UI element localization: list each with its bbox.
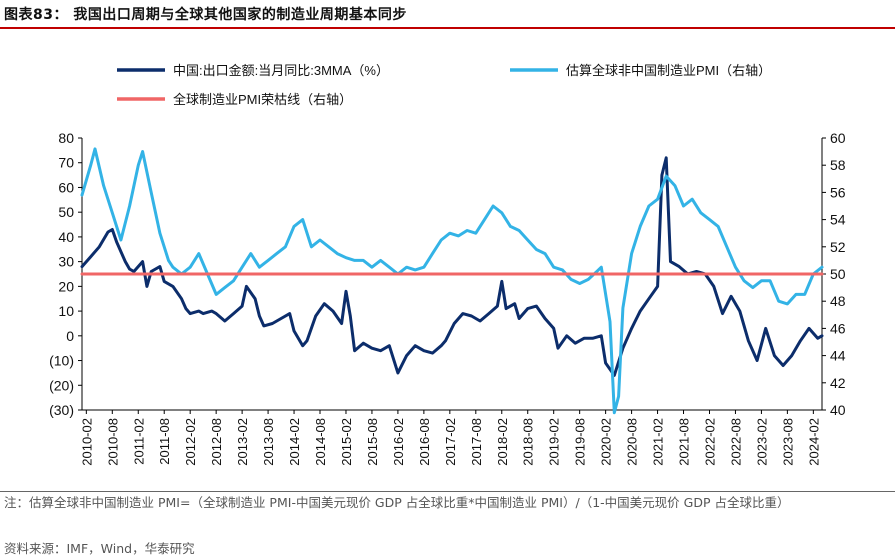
chart-title: 图表83： 我国出口周期与全球其他国家的制造业周期基本同步 [4,7,407,23]
left-axis-tick-label: (10) [49,353,74,369]
right-axis-tick-label: 60 [830,130,846,146]
legend-label-export: 中国:出口金额:当月同比:3MMA（%） [173,63,389,78]
x-axis-tick-label: 2011-08 [157,418,172,465]
title-rule [0,27,895,29]
x-axis-tick-label: 2022-02 [702,418,717,466]
x-axis-tick-label: 2019-08 [573,418,588,466]
left-axis-tick-label: 10 [58,303,74,319]
footnote: 注：估算全球非中国制造业 PMI=（全球制造业 PMI-中国美元现价 GDP 占… [4,495,790,510]
x-axis-tick-label: 2018-08 [521,418,536,466]
left-axis-tick-label: 20 [58,278,74,294]
legend-label-pmi: 估算全球非中国制造业PMI（右轴） [566,63,771,78]
series-line-export [80,156,824,377]
x-axis-tick-label: 2017-02 [443,418,458,466]
right-axis-tick-label: 58 [830,157,846,173]
x-axis-tick-label: 2016-02 [391,418,406,466]
x-axis-tick-label: 2014-02 [287,418,302,466]
right-axis-tick-label: 48 [830,293,846,309]
right-axis-tick-label: 52 [830,239,846,255]
series-line-pmi [80,147,824,415]
left-axis-tick-label: (30) [49,402,74,418]
x-axis-tick-label: 2010-08 [105,418,120,466]
x-axis-tick-label: 2014-08 [313,418,328,466]
line-chart: 中国:出口金额:当月同比:3MMA（%） 估算全球非中国制造业PMI（右轴） 全球制… [49,63,846,466]
legend-label-ref: 全球制造业PMI荣枯线（右轴） [173,92,352,107]
left-axis-tick-label: 0 [66,328,74,344]
x-axis-tick-label: 2021-08 [677,418,692,466]
x-axis-tick-label: 2024-02 [806,418,821,466]
x-axis-tick-label: 2012-08 [209,418,224,466]
right-axis-tick-label: 42 [830,375,846,391]
chart-plot [80,147,824,415]
x-axis-tick-label: 2022-08 [728,418,743,466]
chart-axes: 80 70 60 50 40 30 20 10 0 (10) (20) (30) 60 58 56 54 52 5… [49,130,846,466]
x-axis-tick-label: 2015-08 [365,418,380,466]
right-axis-tick-label: 40 [830,402,846,418]
footer-rule [0,491,895,492]
right-axis-tick-label: 54 [830,212,846,228]
x-axis-tick-label: 2020-08 [625,418,640,466]
left-axis-tick-label: (20) [49,377,74,393]
x-axis-tick-label: 2019-02 [547,418,562,466]
right-axis-tick-label: 56 [830,184,846,200]
x-axis-tick-label: 2015-02 [339,418,354,466]
x-axis-tick-label: 2017-08 [469,418,484,466]
left-axis-tick-label: 70 [58,155,74,171]
left-axis-tick-label: 80 [58,130,74,146]
right-axis-tick-label: 46 [830,320,846,336]
x-axis-tick-label: 2020-02 [599,418,614,466]
x-axis-tick-label: 2013-02 [235,418,250,466]
left-axis-tick-label: 30 [58,254,74,270]
right-axis-tick-label: 44 [830,348,846,364]
left-axis-tick-label: 50 [58,204,74,220]
x-axis-tick-label: 2012-02 [183,418,198,466]
chart-legend: 中国:出口金额:当月同比:3MMA（%） 估算全球非中国制造业PMI（右轴） 全球制… [117,63,771,107]
left-axis-tick-label: 60 [58,179,74,195]
right-axis-tick-label: 50 [830,266,846,282]
x-axis-tick-label: 2023-08 [780,418,795,466]
x-axis-tick-label: 2018-02 [495,418,510,466]
x-axis-tick-label: 2010-02 [79,418,94,466]
x-axis-tick-label: 2021-02 [651,418,666,466]
x-axis-tick-label: 2023-02 [754,418,769,466]
x-axis-tick-label: 2011-02 [131,418,146,465]
x-axis-tick-label: 2016-08 [417,418,432,466]
x-axis-tick-label: 2013-08 [261,418,276,466]
source-note: 资料来源：IMF，Wind，华泰研究 [4,541,195,556]
left-axis-tick-label: 40 [58,229,74,245]
